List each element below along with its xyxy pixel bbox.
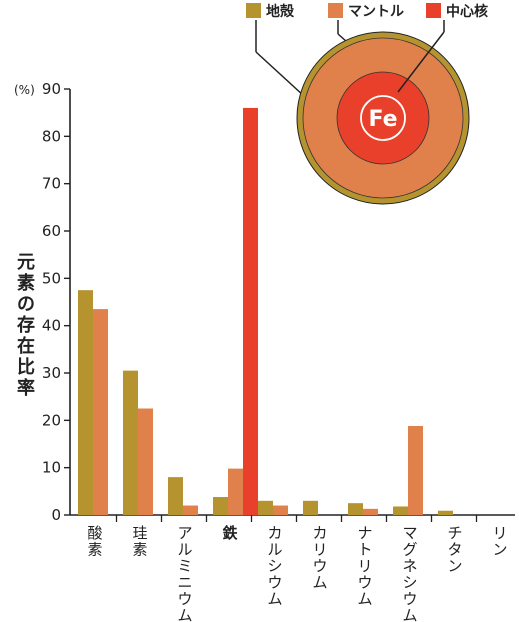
bar-2-3: [183, 505, 198, 515]
y-tick-label: 70: [42, 175, 61, 193]
chart-bars: [78, 107, 453, 515]
category-label-6: カリウム: [312, 524, 327, 592]
bar-2-2: [138, 408, 153, 515]
bar-1-3: [168, 477, 183, 515]
y-tick-label: 50: [42, 269, 61, 287]
crust-leader-line-diag: [255, 51, 305, 97]
bar-2-7: [363, 508, 378, 515]
category-label-1: 酸素: [87, 524, 102, 559]
y-tick-label: 0: [51, 506, 61, 524]
y-tick-label: 20: [42, 411, 61, 429]
y-tick-label: 60: [42, 222, 61, 240]
bar-2-5: [273, 505, 288, 515]
earth-structure-diagram: Fe: [255, 20, 470, 205]
legend-swatch-1: [246, 3, 261, 18]
category-label-8: マグネシウム: [402, 524, 417, 622]
bar-1-6: [303, 500, 318, 515]
category-label-9: チタン: [447, 524, 462, 575]
y-axis-label: 元素の存在比率: [17, 252, 35, 399]
bar-1-2: [123, 370, 138, 515]
legend-label-2: マントル: [348, 4, 404, 20]
y-unit-label: (%): [14, 83, 35, 97]
legend-swatch-3: [426, 3, 441, 18]
bar-1-9: [438, 510, 453, 515]
bar-1-1: [78, 290, 93, 515]
y-axis-title: 元素の存在比率: [17, 252, 35, 399]
category-label-3: アルミニウム: [177, 524, 192, 622]
bar-2-1: [93, 309, 108, 515]
bar-1-7: [348, 503, 363, 515]
y-tick-label: 10: [42, 459, 61, 477]
y-tick-label: 80: [42, 127, 61, 145]
legend-label-1: 地殻: [266, 3, 295, 20]
bar-1-5: [258, 500, 273, 515]
category-label-2: 珪素: [132, 524, 147, 559]
y-tick-label: 40: [42, 317, 61, 335]
bar-3-4: [243, 107, 258, 515]
category-label-5: カルシウム: [267, 524, 282, 608]
y-tick-label: 90: [42, 80, 61, 98]
category-label-10: リン: [492, 524, 507, 559]
core-leader-line-diag: [397, 31, 445, 93]
y-tick-label: 30: [42, 364, 61, 382]
bar-2-8: [408, 426, 423, 515]
legend-swatch-2: [328, 3, 343, 18]
bar-2-4: [228, 468, 243, 515]
inner-core-ring: [360, 95, 406, 141]
legend-label-3: 中心核: [446, 3, 488, 20]
bar-1-8: [393, 506, 408, 515]
category-label-4: 鉄: [222, 524, 237, 542]
core-label: Fe: [368, 107, 397, 132]
chart-legend: 地殻 マントル 中心核: [246, 3, 488, 20]
category-label-7: ナトリウム: [357, 524, 372, 608]
core-layer: [336, 71, 430, 165]
bar-1-4: [213, 497, 228, 515]
